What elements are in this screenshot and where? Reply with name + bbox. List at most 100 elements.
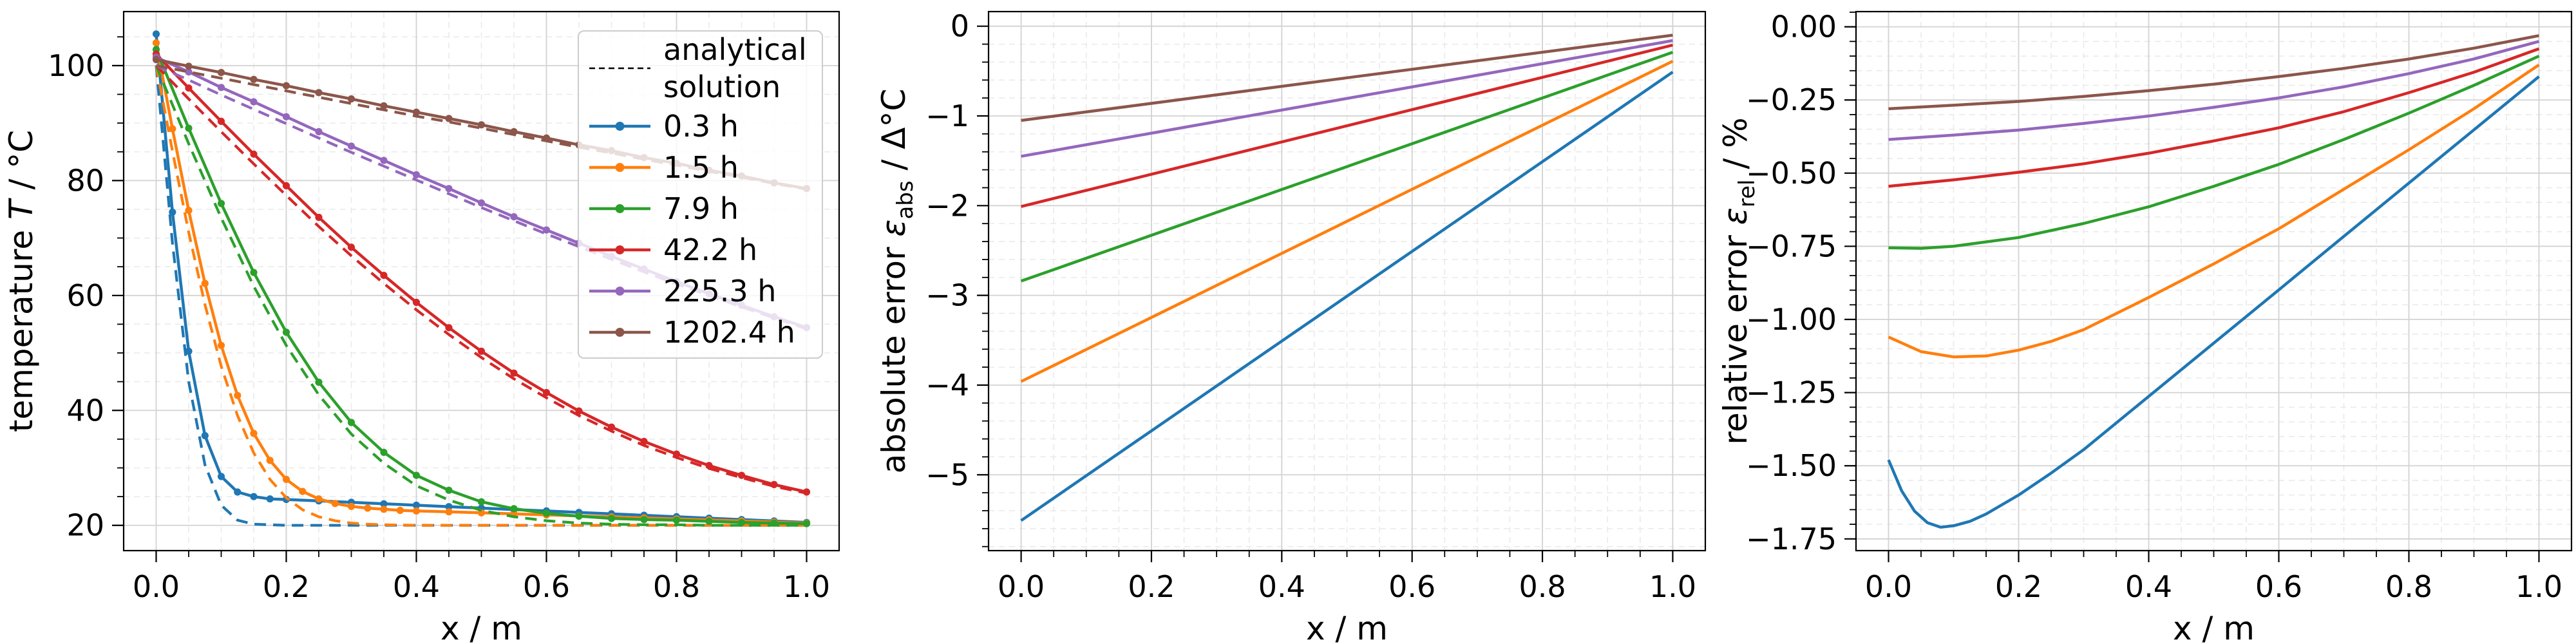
major-grid xyxy=(1856,12,2571,551)
x-tick-label: 0.0 xyxy=(998,569,1045,604)
x-axis-label: x / m xyxy=(440,610,522,644)
x-tick-label: 0.4 xyxy=(2125,569,2172,604)
legend-label: 0.3 h xyxy=(663,109,739,144)
x-tick-label: 0.6 xyxy=(1388,569,1435,604)
x-tick-label: 0.8 xyxy=(2385,569,2432,604)
ticks xyxy=(1844,12,2540,562)
series-line-abs-7.9h xyxy=(1020,50,1674,283)
legend-box xyxy=(578,30,823,359)
series-markers-7.9h-numerical xyxy=(152,46,811,527)
y-tick-label: −4 xyxy=(925,368,969,402)
legend-marker-swatch xyxy=(615,122,625,131)
y-tick-label: −1 xyxy=(925,99,969,133)
legend-label: 225.3 h xyxy=(663,274,776,308)
legend-label: 42.2 h xyxy=(663,232,757,267)
y-tick-label: 80 xyxy=(66,163,104,198)
legend-marker-swatch xyxy=(615,287,625,296)
y-tick-label: 100 xyxy=(48,48,104,83)
legend-label: 1.5 h xyxy=(663,150,739,185)
tick-labels: 0.0 0.2 0.4 0.6 0.8 1.0 0.00 −0.25 −0.50 −0.75 −1.… xyxy=(1746,10,2562,604)
x-tick-label: 0.8 xyxy=(1519,569,1566,604)
legend-marker-swatch xyxy=(615,328,625,337)
y-tick-label: 20 xyxy=(66,508,104,543)
x-tick-label: 0.6 xyxy=(2255,569,2302,604)
series-markers-42.2h-numerical xyxy=(152,50,811,496)
series-line-abs-42.2h xyxy=(1021,43,1673,208)
y-tick-label: −1.00 xyxy=(1746,302,1837,337)
series-line-rel-42.2h xyxy=(1888,47,2540,188)
series-line-abs-225.3h xyxy=(1021,39,1673,158)
series-line-rel-0.3h xyxy=(1887,75,2540,529)
series-line-1.5h-analytical xyxy=(155,65,807,527)
series-line-abs-0.3h xyxy=(1020,70,1674,522)
x-tick-label: 0.4 xyxy=(1258,569,1305,604)
y-tick-label: −0.75 xyxy=(1746,229,1837,263)
legend-marker-swatch xyxy=(615,245,625,254)
y-tick-label: 0.00 xyxy=(1771,10,1837,44)
x-tick-label: 0.2 xyxy=(263,569,310,604)
legend-entry-0.3h: 0.3 h xyxy=(589,109,739,144)
x-tick-label: 0.2 xyxy=(1995,569,2042,604)
x-tick-label: 0.8 xyxy=(653,569,700,604)
y-tick-label: −2 xyxy=(925,188,969,223)
y-tick-label: 60 xyxy=(66,278,104,313)
y-tick-label: −1.25 xyxy=(1746,375,1837,410)
y-tick-label: −3 xyxy=(925,278,969,313)
x-axis-label: x / m xyxy=(1306,610,1388,644)
y-axis-label: relative error εrel / % xyxy=(1717,117,1760,444)
ticks xyxy=(977,25,1674,562)
legend-entry-7.9h: 7.9 h xyxy=(589,191,739,226)
y-tick-label: 0 xyxy=(951,9,969,44)
x-tick-label: 0.2 xyxy=(1128,569,1175,604)
series-line-rel-1202.4h xyxy=(1888,34,2539,111)
y-axis-label: absolute error εabs / Δ°C xyxy=(875,89,918,474)
legend-entry-1.5h: 1.5 h xyxy=(589,150,739,185)
minor-grid xyxy=(989,12,1705,551)
series-line-rel-1.5h xyxy=(1888,63,2540,359)
absolute-error-plot: 0.0 0.2 0.4 0.6 0.8 1.0 0 −1 −2 −3 −4 −5 x / m absolu… xyxy=(875,9,1707,644)
tick-labels: 0.0 0.2 0.4 0.6 0.8 1.0 20 40 60 80 100 xyxy=(48,48,830,604)
major-grid xyxy=(989,12,1705,551)
x-tick-label: 0.0 xyxy=(133,569,180,604)
legend-entry-42.2h: 42.2 h xyxy=(589,232,757,267)
x-tick-label: 0.4 xyxy=(393,569,440,604)
legend-label: 1202.4 h xyxy=(663,315,795,350)
tick-labels: 0.0 0.2 0.4 0.6 0.8 1.0 0 −1 −2 −3 −4 −5 xyxy=(925,9,1696,604)
y-tick-label: −1.50 xyxy=(1746,448,1837,483)
x-tick-label: 1.0 xyxy=(783,569,830,604)
relative-error-plot: 0.0 0.2 0.4 0.6 0.8 1.0 0.00 −0.25 −0.50 −0.75 −1.… xyxy=(1717,10,2573,644)
series-group xyxy=(1020,33,1674,522)
y-tick-label: −5 xyxy=(925,457,969,492)
y-tick-label: −0.50 xyxy=(1746,156,1837,191)
series-line-rel-7.9h xyxy=(1888,55,2540,250)
legend-marker-swatch xyxy=(615,163,625,172)
legend-label-analytical-1: analytical xyxy=(663,32,807,67)
ticks xyxy=(112,36,808,562)
legend-label: 7.9 h xyxy=(663,191,739,226)
series-group xyxy=(1887,34,2540,529)
x-tick-label: 0.6 xyxy=(523,569,570,604)
x-tick-label: 0.0 xyxy=(1865,569,1912,604)
y-axis-label: temperature T / °C xyxy=(3,130,40,432)
series-line-7.9h-analytical xyxy=(155,65,807,527)
legend-label-analytical-2: solution xyxy=(663,70,781,104)
series-line-rel-225.3h xyxy=(1888,40,2540,141)
series-line-abs-1.5h xyxy=(1020,59,1674,383)
legend-marker-swatch xyxy=(615,204,625,213)
legend-entry-1202.4h: 1202.4 h xyxy=(589,315,795,350)
legend-entry-225.3h: 225.3 h xyxy=(589,274,776,308)
y-tick-label: −1.75 xyxy=(1746,522,1837,556)
y-tick-label: 40 xyxy=(66,393,104,428)
series-line-abs-1202.4h xyxy=(1021,33,1673,122)
series-line-42.2h-analytical xyxy=(155,64,807,495)
x-tick-label: 1.0 xyxy=(1649,569,1696,604)
y-tick-label: −0.25 xyxy=(1746,82,1837,117)
x-tick-label: 1.0 xyxy=(2515,569,2562,604)
temperature-plot: 0.0 0.2 0.4 0.6 0.8 1.0 20 40 60 80 100 x / m temper… xyxy=(3,10,840,644)
x-axis-label: x / m xyxy=(2173,610,2255,644)
